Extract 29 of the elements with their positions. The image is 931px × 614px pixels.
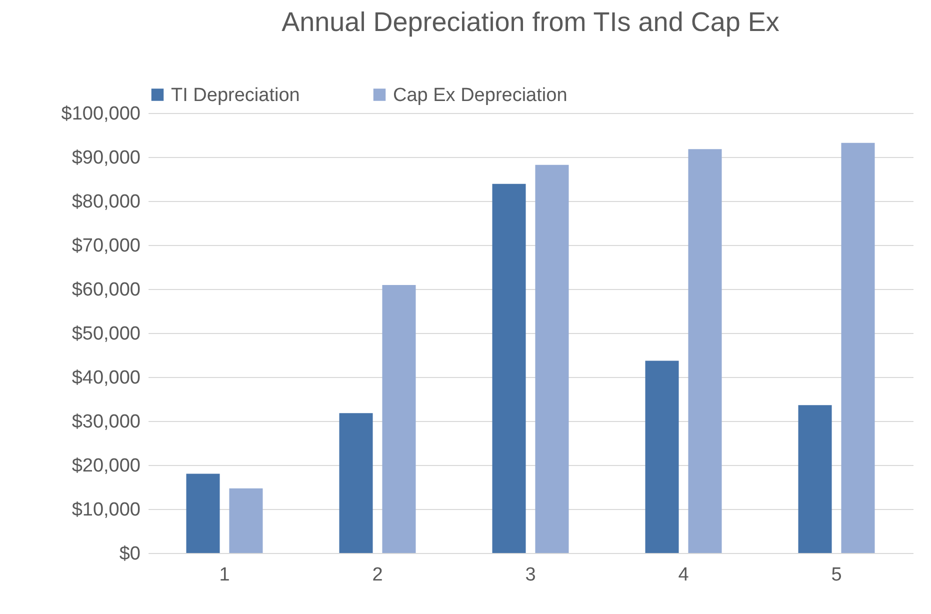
chart-title: Annual Depreciation from TIs and Cap Ex xyxy=(282,7,780,37)
y-tick-label: $80,000 xyxy=(72,192,140,212)
y-tick-label: $90,000 xyxy=(72,148,140,168)
bar xyxy=(492,184,526,553)
y-tick-label: $0 xyxy=(119,544,140,564)
y-tick-label: $60,000 xyxy=(72,280,140,300)
legend-label: TI Depreciation xyxy=(171,84,300,106)
bar xyxy=(535,164,569,553)
x-tick-label: 4 xyxy=(678,564,690,586)
x-tick-label: 2 xyxy=(372,564,383,586)
bar xyxy=(382,285,416,553)
y-tick-label: $10,000 xyxy=(72,500,140,520)
bar xyxy=(186,474,220,553)
bar xyxy=(229,488,263,553)
x-tick-label: 5 xyxy=(831,564,842,586)
x-tick-label: 3 xyxy=(525,564,536,586)
bar xyxy=(645,360,679,553)
y-tick-label: $70,000 xyxy=(72,236,140,256)
y-tick-label: $100,000 xyxy=(61,104,140,124)
y-tick-label: $30,000 xyxy=(72,412,140,432)
legend-label: Cap Ex Depreciation xyxy=(393,84,568,106)
x-tick-label: 1 xyxy=(219,564,230,586)
y-tick-label: $20,000 xyxy=(72,456,140,476)
bar xyxy=(841,142,875,553)
y-tick-label: $40,000 xyxy=(72,368,140,388)
bar xyxy=(798,405,832,553)
y-tick-label: $50,000 xyxy=(72,324,140,344)
bar xyxy=(688,149,722,553)
bar xyxy=(339,413,373,553)
